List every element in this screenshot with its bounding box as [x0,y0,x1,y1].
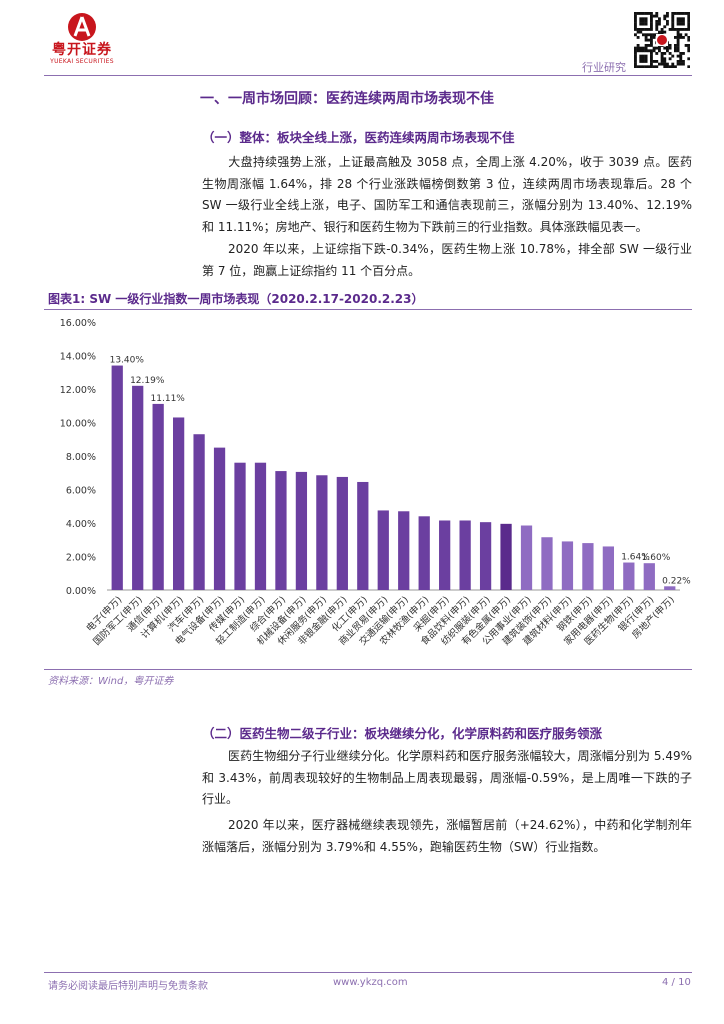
bar [132,385,144,590]
bar [664,586,676,590]
footer-website[interactable]: www.ykzq.com [333,977,408,988]
bar [418,516,430,590]
bar [377,510,389,590]
bar [234,462,246,590]
bar [172,417,185,590]
data-label: 11.11% [151,394,186,404]
logo-mark-icon [68,13,96,41]
footer-disclaimer: 请务必阅读最后特别声明与免责条款 [48,981,208,992]
section-label: 行业研究 [582,61,626,74]
bar [111,365,123,590]
bar [582,543,594,590]
data-label: 0.22% [662,576,691,586]
bar [398,511,410,590]
y-tick-label: 6.00% [66,486,96,497]
y-tick-label: 14.00% [60,352,96,363]
bar [561,541,574,590]
y-tick-label: 0.00% [66,586,96,597]
company-logo: 粤开证券 YUEKAI SECURITIES [44,12,120,66]
bar [500,523,512,590]
bar [357,481,369,590]
y-tick-label: 4.00% [66,519,96,530]
bar [254,462,267,590]
bar [275,471,287,590]
bar [643,563,655,590]
bar [213,447,226,590]
section2-heading: （二）医药生物二级子行业：板块继续分化，化学原料药和医疗服务领涨 [202,726,603,741]
bar [602,546,615,590]
page-heading: 一、一周市场回顾：医药连续两周市场表现不佳 [200,91,494,107]
logo-english: YUEKAI SECURITIES [50,58,114,65]
bar [459,520,471,590]
bar [193,434,205,590]
qr-code-icon [634,12,690,68]
y-tick-label: 8.00% [66,452,96,463]
bar [439,520,451,590]
figure-divider-top [44,309,692,310]
section2-paragraph-2: 2020 年以来，医疗器械继续表现领先，涨幅暂居前（+24.62%），中药和化学… [202,818,692,854]
section1-paragraph-2: 2020 年以来，上证综指下跌-0.34%，医药生物上涨 10.78%，排全部 … [202,242,692,278]
figure-title: 图表1: SW 一级行业指数一周市场表现（2020.2.17-2020.2.23… [48,292,424,306]
data-label: 1.60% [642,553,671,563]
section1-paragraph-1: 大盘持续强势上涨，上证最高触及 3058 点，全周上涨 4.20%，收于 303… [202,155,692,234]
section1-heading: （一）整体：板块全线上涨，医药连续两周市场表现不佳 [202,130,515,145]
bar [295,471,308,590]
y-tick-label: 16.00% [60,318,96,329]
logo-text: 粤开证券 [52,42,112,58]
y-tick-label: 12.00% [60,385,96,396]
bar [479,522,492,590]
bar [316,475,328,590]
data-label: 12.19% [130,376,165,386]
y-tick-label: 2.00% [66,553,96,564]
bar [336,476,348,590]
figure-divider-bottom [44,669,692,670]
y-tick-label: 10.00% [60,419,96,430]
industry-return-bar-chart: 0.00% 2.00% 4.00% 6.00% 8.00% 10.00% 12.00% 14.… [60,318,691,648]
bar [623,562,635,590]
section2-paragraph-1: 医药生物细分子行业继续分化。化学原料药和医疗服务涨幅较大，周涨幅分别为 5.49… [202,749,692,806]
header-divider [44,75,692,76]
footer-divider [44,972,692,973]
bar [520,525,533,590]
bar [152,403,164,590]
data-label: 1.64% [621,553,650,563]
data-label: 13.40% [110,356,145,366]
footer-page-number: 4 / 10 [662,977,691,988]
figure-source: 资料来源：Wind，粤开证券 [48,676,174,687]
bar [541,537,553,590]
